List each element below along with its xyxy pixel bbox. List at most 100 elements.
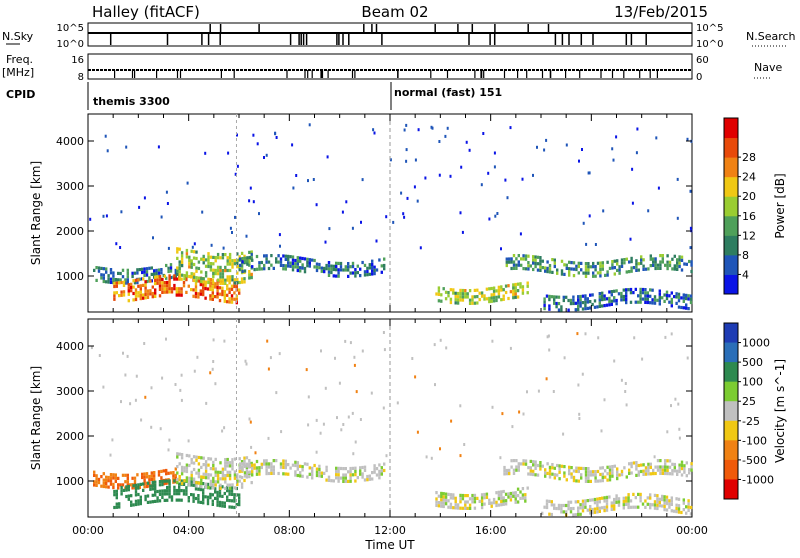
echo-cell bbox=[476, 301, 479, 305]
echo-cell bbox=[668, 459, 672, 463]
echo-cell bbox=[151, 295, 154, 299]
echo-cell bbox=[197, 468, 201, 472]
echo-cell bbox=[649, 301, 652, 305]
echo-cell bbox=[548, 294, 551, 298]
echo-cell bbox=[550, 295, 553, 299]
echo-cell bbox=[680, 296, 683, 300]
echo-cell bbox=[214, 382, 217, 386]
echo-cell bbox=[673, 509, 676, 513]
echo-cell bbox=[284, 264, 287, 268]
echo-cell bbox=[659, 254, 662, 258]
echo-cell bbox=[202, 488, 205, 492]
nsearch-tick-bottom: 10^0 bbox=[696, 39, 723, 50]
echo-cell bbox=[204, 264, 208, 268]
echo-cell bbox=[363, 478, 367, 482]
echo-cell bbox=[342, 476, 345, 480]
echo-cell bbox=[214, 470, 217, 474]
echo-cell bbox=[158, 294, 162, 298]
echo-cell bbox=[524, 493, 527, 497]
echo-cell bbox=[543, 297, 546, 301]
echo-cell bbox=[456, 295, 460, 299]
echo-cell bbox=[680, 255, 684, 259]
echo-cell bbox=[161, 376, 164, 380]
echo-cell bbox=[154, 493, 157, 497]
colorbar-tick-label: -100 bbox=[742, 434, 767, 447]
echo-cell bbox=[510, 260, 513, 264]
echo-cell bbox=[280, 430, 283, 434]
echo-cell bbox=[616, 262, 619, 266]
echo-cell bbox=[505, 257, 508, 261]
echo-cell bbox=[212, 467, 215, 471]
echo-cell bbox=[150, 425, 153, 429]
echo-cell bbox=[506, 196, 509, 200]
echo-cell bbox=[380, 472, 383, 476]
echo-cell bbox=[145, 475, 149, 479]
echo-cell bbox=[236, 265, 239, 269]
echo-cell bbox=[209, 496, 212, 500]
echo-cell bbox=[178, 247, 181, 251]
echo-cell bbox=[337, 274, 340, 278]
echo-cell bbox=[461, 493, 465, 498]
echo-cell bbox=[630, 269, 633, 273]
echo-cell bbox=[687, 499, 690, 503]
echo-cell bbox=[308, 472, 311, 476]
echo-cell bbox=[221, 470, 225, 474]
echo-cell bbox=[670, 291, 673, 295]
echo-cell bbox=[521, 291, 525, 295]
colorbar-tick-label: 4 bbox=[742, 268, 749, 281]
echo-cell bbox=[625, 294, 628, 298]
echo-cell bbox=[527, 264, 530, 268]
echo-cell bbox=[659, 471, 662, 475]
echo-cell bbox=[656, 298, 659, 302]
echo-cell bbox=[228, 290, 231, 294]
echo-cell bbox=[267, 436, 270, 440]
echo-cell bbox=[243, 464, 247, 468]
echo-cell bbox=[514, 497, 517, 501]
echo-cell bbox=[606, 270, 609, 274]
echo-cell bbox=[587, 473, 590, 477]
echo-cell bbox=[226, 262, 229, 266]
echo-cell bbox=[180, 472, 184, 476]
nsky-frame bbox=[87, 22, 693, 47]
echo-cell bbox=[197, 494, 200, 498]
echo-cell bbox=[178, 273, 181, 277]
echo-cell bbox=[654, 263, 657, 267]
echo-cell bbox=[617, 503, 621, 507]
echo-cell bbox=[204, 283, 207, 287]
echo-cell bbox=[618, 268, 621, 272]
echo-cell bbox=[471, 295, 474, 299]
echo-cell bbox=[207, 280, 210, 285]
echo-cell bbox=[589, 508, 592, 512]
echo-cell bbox=[228, 262, 232, 266]
echo-cell bbox=[521, 493, 525, 497]
echo-cell bbox=[656, 465, 660, 469]
echo-cell bbox=[625, 475, 628, 479]
colorbar-segment bbox=[724, 440, 738, 461]
echo-cell bbox=[663, 504, 666, 508]
echo-cell bbox=[223, 293, 226, 297]
echo-cell bbox=[589, 479, 592, 483]
echo-cell bbox=[180, 257, 184, 261]
echo-cell bbox=[599, 466, 602, 470]
echo-cell bbox=[620, 378, 623, 382]
echo-cell bbox=[339, 466, 343, 471]
echo-cell bbox=[272, 266, 275, 270]
echo-cell bbox=[663, 299, 666, 303]
echo-cell bbox=[682, 508, 685, 512]
echo-cell bbox=[218, 504, 222, 508]
echo-cell bbox=[596, 500, 599, 504]
echo-cell bbox=[675, 503, 678, 507]
echo-cell bbox=[219, 272, 222, 276]
echo-cell bbox=[112, 482, 115, 486]
echo-cell bbox=[344, 339, 347, 343]
echo-cell bbox=[591, 302, 594, 307]
echo-cell bbox=[615, 289, 618, 293]
echo-cell bbox=[639, 492, 642, 496]
echo-cell bbox=[642, 264, 645, 268]
echo-cell bbox=[536, 262, 540, 266]
echo-cell bbox=[577, 261, 580, 265]
echo-cell bbox=[250, 445, 253, 449]
echo-cell bbox=[658, 295, 661, 300]
echo-cell bbox=[673, 267, 676, 271]
echo-cell bbox=[332, 267, 335, 272]
